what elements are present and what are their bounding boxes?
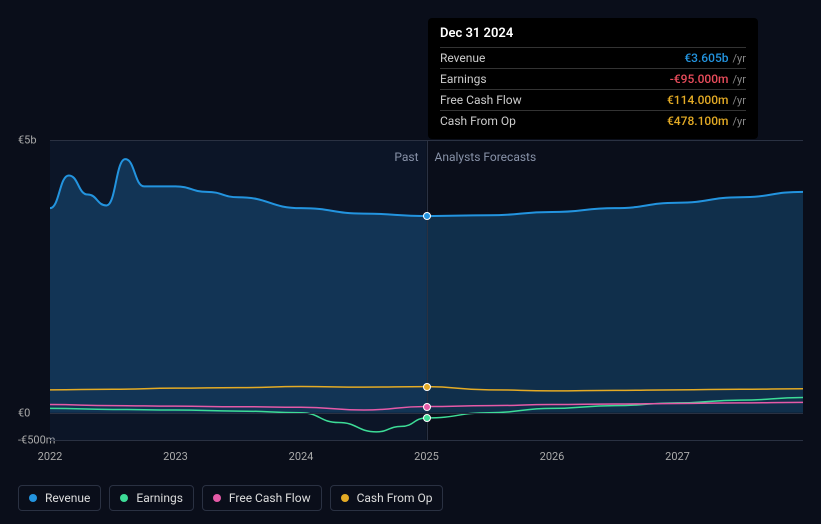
series-marker bbox=[423, 403, 431, 411]
tooltip-metric-value: €478.100m bbox=[667, 114, 729, 128]
tooltip-date: Dec 31 2024 bbox=[440, 26, 746, 47]
tooltip-row: Earnings -€95.000m/yr bbox=[440, 68, 746, 89]
chart-legend: Revenue Earnings Free Cash Flow Cash From O… bbox=[18, 485, 443, 511]
legend-color-dot bbox=[341, 494, 349, 502]
past-section-label: Past bbox=[394, 150, 418, 164]
x-axis-label: 2022 bbox=[38, 450, 63, 463]
tooltip-unit: /yr bbox=[733, 115, 746, 128]
tooltip-metric-value: €114.000m bbox=[667, 93, 729, 107]
tooltip-metric-value: -€95.000m bbox=[670, 72, 729, 86]
gridline bbox=[50, 440, 803, 441]
y-axis-label: €5b bbox=[18, 134, 37, 147]
legend-item[interactable]: Cash From Op bbox=[330, 485, 444, 511]
x-axis: 202220232024202520262027 bbox=[50, 450, 803, 470]
tooltip-row: Revenue €3.605b/yr bbox=[440, 47, 746, 68]
x-axis-label: 2026 bbox=[540, 450, 565, 463]
legend-label: Revenue bbox=[45, 491, 90, 505]
legend-color-dot bbox=[120, 494, 128, 502]
forecast-section-label: Analysts Forecasts bbox=[435, 150, 537, 164]
chart-plot[interactable]: Past Analysts Forecasts bbox=[50, 140, 803, 440]
series-marker bbox=[423, 383, 431, 391]
tooltip-unit: /yr bbox=[733, 52, 746, 65]
y-axis-label: €0 bbox=[18, 406, 30, 419]
legend-label: Earnings bbox=[136, 491, 183, 505]
tooltip-row: Free Cash Flow €114.000m/yr bbox=[440, 89, 746, 110]
x-axis-label: 2025 bbox=[414, 450, 439, 463]
tooltip-metric-value: €3.605b bbox=[684, 51, 728, 65]
tooltip-metric-label: Cash From Op bbox=[440, 114, 516, 128]
tooltip-metric-label: Revenue bbox=[440, 51, 485, 65]
x-axis-label: 2023 bbox=[163, 450, 188, 463]
legend-item[interactable]: Free Cash Flow bbox=[202, 485, 322, 511]
tooltip-metric-label: Free Cash Flow bbox=[440, 93, 522, 107]
tooltip-unit: /yr bbox=[733, 94, 746, 107]
series-marker bbox=[423, 212, 431, 220]
series-marker bbox=[423, 414, 431, 422]
chart-area: €5b€0-€500m Past Analysts Forecasts bbox=[18, 140, 803, 440]
x-axis-label: 2027 bbox=[665, 450, 690, 463]
legend-item[interactable]: Earnings bbox=[109, 485, 194, 511]
divider-line bbox=[427, 140, 428, 440]
legend-label: Free Cash Flow bbox=[229, 491, 311, 505]
tooltip-row: Cash From Op €478.100m/yr bbox=[440, 110, 746, 131]
legend-item[interactable]: Revenue bbox=[18, 485, 101, 511]
chart-tooltip: Dec 31 2024 Revenue €3.605b/yr Earnings -€9… bbox=[428, 18, 758, 139]
tooltip-unit: /yr bbox=[733, 73, 746, 86]
legend-color-dot bbox=[213, 494, 221, 502]
tooltip-metric-label: Earnings bbox=[440, 72, 487, 86]
legend-label: Cash From Op bbox=[357, 491, 433, 505]
legend-color-dot bbox=[29, 494, 37, 502]
x-axis-label: 2024 bbox=[289, 450, 314, 463]
